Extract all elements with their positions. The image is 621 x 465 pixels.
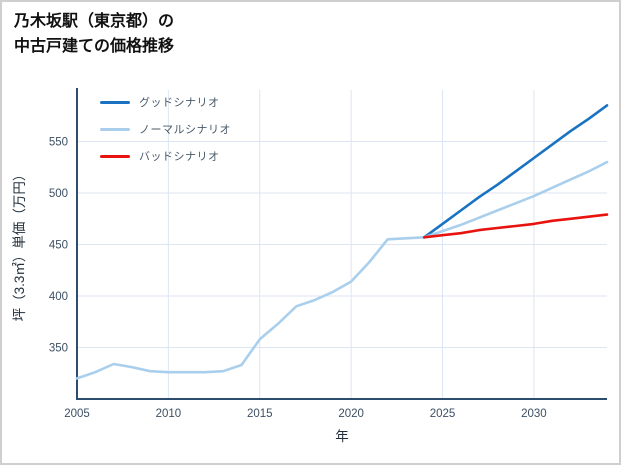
page-title-line2: 中古戸建ての価格推移 <box>14 37 175 55</box>
y-axis-label: 坪（3.3㎡）単価（万円） <box>12 168 27 322</box>
y-tick-label: 550 <box>49 137 68 149</box>
y-tick-label: 450 <box>49 240 68 252</box>
bad-scenario-swatch <box>100 154 130 158</box>
y-tick-label: 350 <box>49 343 68 355</box>
bad-scenario-label: バッドシナリオ <box>139 151 220 163</box>
y-tick-label: 400 <box>49 291 68 303</box>
x-tick-label: 2010 <box>156 408 182 420</box>
normal-scenario-label: ノーマルシナリオ <box>139 124 231 136</box>
normal-scenario-swatch <box>100 127 130 131</box>
page-title-line1: 乃木坂駅（東京都）の <box>14 13 175 30</box>
y-tick-label: 500 <box>49 188 68 200</box>
legend-item-good: グッドシナリオ <box>100 96 231 109</box>
series-line-3 <box>422 213 609 239</box>
good-scenario-swatch <box>100 100 130 104</box>
series-line-2 <box>422 160 609 239</box>
series-line-1 <box>422 104 609 239</box>
x-tick-label: 2005 <box>64 408 90 420</box>
chart-legend: グッドシナリオ ノーマルシナリオ バッドシナリオ <box>100 96 231 163</box>
x-tick-label: 2020 <box>338 408 364 420</box>
good-scenario-label: グッドシナリオ <box>139 97 220 109</box>
x-tick-label: 2030 <box>521 408 547 420</box>
legend-item-normal: ノーマルシナリオ <box>100 123 231 136</box>
page-title: 乃木坂駅（東京都）の 中古戸建ての価格推移 <box>14 10 174 60</box>
x-axis-label: 年 <box>335 429 349 444</box>
x-tick-label: 2015 <box>247 408 273 420</box>
legend-item-bad: バッドシナリオ <box>100 150 231 163</box>
x-tick-label: 2025 <box>430 408 456 420</box>
series-line-0 <box>75 236 426 380</box>
